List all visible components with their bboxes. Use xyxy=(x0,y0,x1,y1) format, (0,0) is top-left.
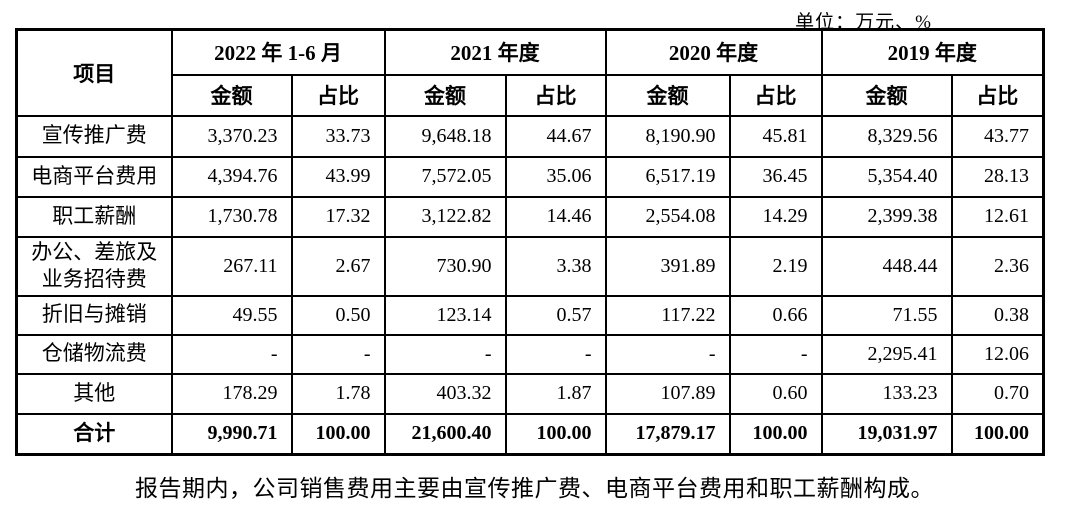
header-period-2020: 2020 年度 xyxy=(604,28,823,76)
row-label: 仓储物流费 xyxy=(15,333,173,375)
table-cell: 43.99 xyxy=(290,155,386,198)
table-cell: 21,600.40 xyxy=(383,412,507,456)
table-row: 折旧与摊销 49.55 0.50 123.14 0.57 117.22 0.66… xyxy=(15,294,1045,336)
table-cell: 100.00 xyxy=(950,412,1045,456)
table-row: 办公、差旅及业务招待费 267.11 2.67 730.90 3.38 391.… xyxy=(15,235,1045,297)
table-cell: 403.32 xyxy=(383,372,507,415)
table-cell: 9,648.18 xyxy=(383,114,507,158)
table-cell: - xyxy=(728,333,823,375)
table-row-total: 合计 9,990.71 100.00 21,600.40 100.00 17,8… xyxy=(15,412,1045,456)
header-ratio: 占比 xyxy=(290,73,386,117)
table-cell: 43.77 xyxy=(950,114,1045,158)
row-label: 宣传推广费 xyxy=(15,114,173,158)
table-cell: - xyxy=(383,333,507,375)
table-cell: 178.29 xyxy=(170,372,293,415)
table-cell: 5,354.40 xyxy=(820,155,953,198)
table-row: 其他 178.29 1.78 403.32 1.87 107.89 0.60 1… xyxy=(15,372,1045,415)
table-cell: 2.67 xyxy=(290,235,386,297)
table-cell: 17.32 xyxy=(290,195,386,238)
header-period-2019: 2019 年度 xyxy=(820,28,1045,76)
table-cell: 133.23 xyxy=(820,372,953,415)
table-cell: 0.38 xyxy=(950,294,1045,336)
table-cell: 2.19 xyxy=(728,235,823,297)
table-cell: 44.67 xyxy=(504,114,607,158)
row-label: 办公、差旅及业务招待费 xyxy=(15,235,173,297)
table-cell: 12.61 xyxy=(950,195,1045,238)
footnote-text: 报告期内，公司销售费用主要由宣传推广费、电商平台费用和职工薪酬构成。 xyxy=(135,475,934,501)
header-ratio: 占比 xyxy=(504,73,607,117)
table-cell: 3.38 xyxy=(504,235,607,297)
table-header-period-row: 项目 2022 年 1-6 月 2021 年度 2020 年度 2019 年度 xyxy=(15,28,1045,117)
table-cell: 17,879.17 xyxy=(604,412,731,456)
table-row: 电商平台费用 4,394.76 43.99 7,572.05 35.06 6,5… xyxy=(15,155,1045,198)
table-header-metric-row: 金额 占比 金额 占比 金额 占比 金额 占比 xyxy=(17,73,1045,117)
table-cell: 2,295.41 xyxy=(820,333,953,375)
selling-expense-table: 项目 2022 年 1-6 月 2021 年度 2020 年度 2019 年度 … xyxy=(15,28,1045,456)
table-cell: - xyxy=(504,333,607,375)
table-cell: - xyxy=(170,333,293,375)
table-cell: 19,031.97 xyxy=(820,412,953,456)
table-cell: 100.00 xyxy=(504,412,607,456)
table-cell: 0.57 xyxy=(504,294,607,336)
table-cell: 0.50 xyxy=(290,294,386,336)
table-cell: 117.22 xyxy=(604,294,731,336)
table-cell: 107.89 xyxy=(604,372,731,415)
table-cell: 9,990.71 xyxy=(170,412,293,456)
table-cell: 2.36 xyxy=(950,235,1045,297)
header-period-2022h1: 2022 年 1-6 月 xyxy=(170,28,386,76)
row-label: 职工薪酬 xyxy=(15,195,173,238)
table-cell: - xyxy=(604,333,731,375)
table-cell: 3,122.82 xyxy=(383,195,507,238)
table-cell: 123.14 xyxy=(383,294,507,336)
table-cell: 49.55 xyxy=(170,294,293,336)
table-cell: 45.81 xyxy=(728,114,823,158)
table-row: 宣传推广费 3,370.23 33.73 9,648.18 44.67 8,19… xyxy=(15,114,1045,158)
table-cell: 1.87 xyxy=(504,372,607,415)
row-label: 合计 xyxy=(15,412,173,456)
table-cell: 2,554.08 xyxy=(604,195,731,238)
table-cell: 0.66 xyxy=(728,294,823,336)
row-label: 电商平台费用 xyxy=(15,155,173,198)
table-cell: 448.44 xyxy=(820,235,953,297)
header-amount: 金额 xyxy=(604,73,731,117)
table-cell: 14.29 xyxy=(728,195,823,238)
header-period-2021: 2021 年度 xyxy=(383,28,607,76)
table-cell: 14.46 xyxy=(504,195,607,238)
table-cell: 35.06 xyxy=(504,155,607,198)
table-cell: 2,399.38 xyxy=(820,195,953,238)
row-label: 其他 xyxy=(15,372,173,415)
table-cell: 33.73 xyxy=(290,114,386,158)
table-cell: 71.55 xyxy=(820,294,953,336)
table-cell: 8,329.56 xyxy=(820,114,953,158)
table-cell: 7,572.05 xyxy=(383,155,507,198)
header-ratio: 占比 xyxy=(728,73,823,117)
table-cell: 28.13 xyxy=(950,155,1045,198)
unit-label: 单位：万元、% xyxy=(795,12,932,33)
header-item: 项目 xyxy=(15,28,173,117)
header-amount: 金额 xyxy=(170,73,293,117)
table-cell: 1.78 xyxy=(290,372,386,415)
table-cell: 8,190.90 xyxy=(604,114,731,158)
table-cell: 100.00 xyxy=(728,412,823,456)
table-cell: 0.60 xyxy=(728,372,823,415)
table-cell: 1,730.78 xyxy=(170,195,293,238)
table-cell: 3,370.23 xyxy=(170,114,293,158)
table-cell: 730.90 xyxy=(383,235,507,297)
table-row: 仓储物流费 - - - - - - 2,295.41 12.06 xyxy=(15,333,1045,375)
table-cell: 100.00 xyxy=(290,412,386,456)
row-label: 折旧与摊销 xyxy=(15,294,173,336)
table-cell: 391.89 xyxy=(604,235,731,297)
header-amount: 金额 xyxy=(383,73,507,117)
table-row: 职工薪酬 1,730.78 17.32 3,122.82 14.46 2,554… xyxy=(15,195,1045,238)
table-cell: 12.06 xyxy=(950,333,1045,375)
header-ratio: 占比 xyxy=(950,73,1045,117)
table-cell: 4,394.76 xyxy=(170,155,293,198)
table-cell: 0.70 xyxy=(950,372,1045,415)
header-amount: 金额 xyxy=(820,73,953,117)
table-cell: 267.11 xyxy=(170,235,293,297)
table-cell: 6,517.19 xyxy=(604,155,731,198)
table-cell: 36.45 xyxy=(728,155,823,198)
table-cell: - xyxy=(290,333,386,375)
